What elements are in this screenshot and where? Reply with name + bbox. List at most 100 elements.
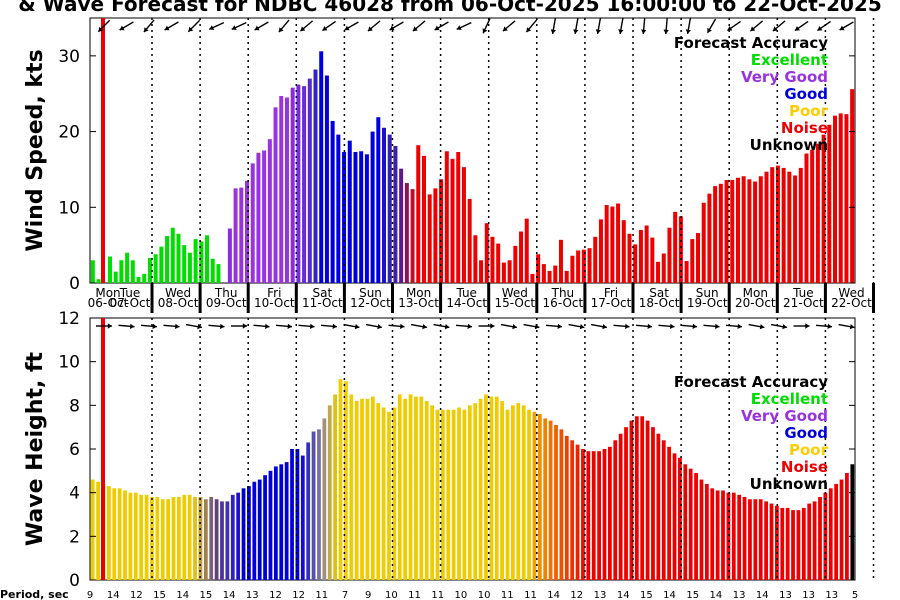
- period-value: 10: [455, 590, 468, 600]
- bar: [444, 151, 449, 283]
- bar: [230, 494, 235, 580]
- bar: [327, 405, 332, 580]
- bar: [155, 497, 160, 580]
- direction-arrow: [343, 323, 360, 330]
- bar: [844, 114, 849, 283]
- bar: [284, 97, 289, 283]
- bar: [171, 497, 176, 580]
- direction-arrow: [749, 20, 764, 32]
- bar: [661, 253, 666, 283]
- bar: [404, 183, 409, 283]
- bar: [673, 211, 678, 283]
- bar: [182, 245, 187, 283]
- bar: [451, 409, 456, 580]
- bar: [408, 394, 413, 580]
- y-tick-label: 20: [58, 123, 80, 143]
- bar: [650, 237, 655, 283]
- bar: [421, 155, 426, 283]
- day-date: 06-Oct: [88, 296, 129, 310]
- y-tick-label: 6: [69, 440, 80, 460]
- bar: [90, 260, 95, 283]
- legend-entry: Noise: [781, 458, 828, 476]
- bar: [336, 134, 341, 283]
- day-name: Wed: [502, 286, 528, 300]
- bar: [823, 492, 828, 580]
- bar: [257, 479, 262, 580]
- bar: [678, 457, 682, 580]
- bar: [403, 398, 408, 580]
- bar: [354, 400, 359, 580]
- direction-arrow: [143, 19, 155, 33]
- bar: [313, 69, 318, 284]
- bar: [730, 180, 735, 283]
- bar: [247, 486, 251, 580]
- bar: [753, 499, 758, 580]
- bar: [113, 271, 118, 283]
- bar: [381, 407, 386, 580]
- direction-arrow: [839, 21, 854, 31]
- bar: [130, 260, 135, 283]
- bar: [306, 442, 311, 580]
- period-value: 11: [501, 590, 514, 600]
- legend-entry: Good: [784, 424, 828, 442]
- bar: [494, 396, 499, 580]
- period-value: 14: [547, 590, 560, 600]
- bar: [500, 400, 505, 580]
- direction-arrow: [685, 17, 692, 35]
- bar: [106, 486, 111, 580]
- bar: [731, 492, 736, 580]
- bar: [210, 258, 215, 283]
- direction-arrow: [208, 21, 225, 31]
- bar: [696, 233, 701, 283]
- day-name: Fri: [267, 286, 281, 300]
- bar: [724, 180, 729, 283]
- bar: [624, 427, 628, 580]
- period-value: 14: [223, 590, 236, 600]
- direction-arrow: [231, 21, 247, 31]
- bar: [701, 202, 706, 283]
- bar: [627, 233, 632, 283]
- bar: [694, 473, 698, 580]
- bar: [296, 84, 301, 283]
- bar: [699, 479, 704, 580]
- period-value: 14: [107, 590, 120, 600]
- bar: [748, 499, 752, 580]
- bar: [273, 466, 278, 580]
- bar: [554, 424, 558, 580]
- direction-arrow: [231, 323, 247, 329]
- bar: [119, 260, 124, 283]
- bar: [233, 188, 238, 283]
- bar: [416, 145, 421, 283]
- bar: [758, 499, 763, 580]
- bar: [205, 235, 210, 283]
- bar: [753, 181, 758, 283]
- bar: [159, 246, 164, 283]
- bar: [187, 252, 192, 283]
- bar: [263, 475, 267, 580]
- bar: [645, 420, 650, 580]
- bar: [775, 165, 780, 283]
- bar: [90, 479, 95, 580]
- direction-arrow: [344, 21, 359, 31]
- day-name: Wed: [165, 286, 191, 300]
- bar: [414, 396, 418, 580]
- bar: [564, 435, 569, 580]
- bar: [133, 492, 138, 580]
- legend-entry: Excellent: [751, 51, 828, 69]
- bar: [610, 206, 615, 283]
- bar: [117, 488, 122, 580]
- bar: [433, 188, 438, 283]
- bar: [187, 494, 192, 580]
- bar: [707, 193, 712, 283]
- y-tick-label: 10: [58, 353, 80, 373]
- direction-arrow: [118, 323, 135, 329]
- bar: [559, 429, 564, 580]
- bar: [338, 379, 343, 580]
- bar: [850, 464, 855, 580]
- bar: [644, 225, 649, 283]
